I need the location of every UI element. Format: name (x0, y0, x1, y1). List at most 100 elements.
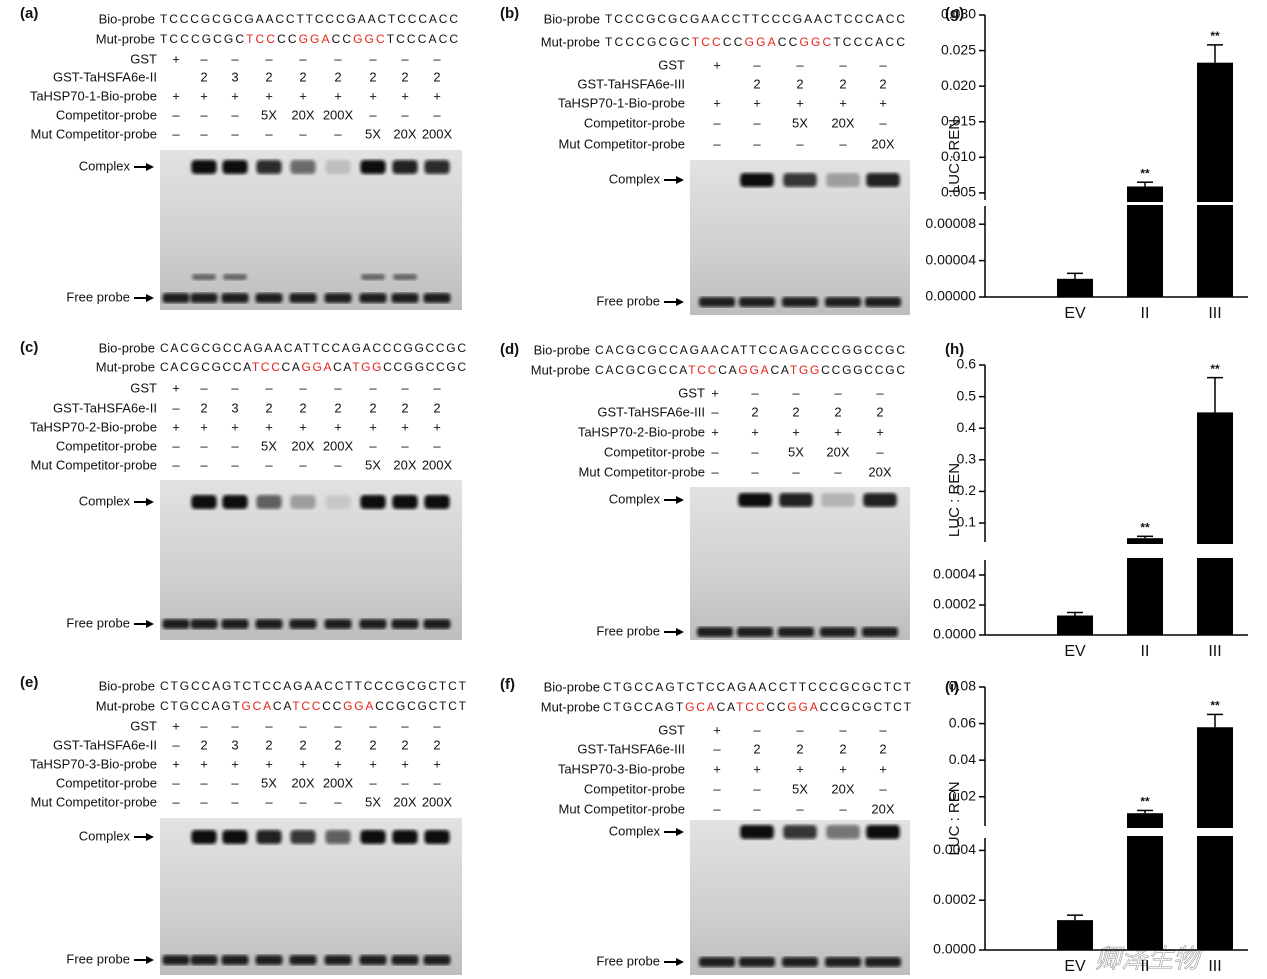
y-tick-label: 0.08 (949, 678, 976, 694)
lane-value: + (200, 419, 208, 434)
free-probe-label: Free probe (66, 615, 130, 630)
lane-value: 2 (401, 69, 408, 84)
faint-band (223, 274, 247, 280)
bar (1057, 920, 1093, 950)
lane-value: – (834, 464, 842, 479)
complex-label: Complex (609, 171, 661, 186)
complex-band (222, 160, 248, 174)
probe-sequence: CTGCCAGTCTCCAGAACCTTCCCGCGCTCT (603, 680, 912, 694)
row-label: GST-TaHSFA6e-III (577, 741, 685, 756)
probe-sequence: TCCCGCGCGAACCTTCCCGAACTCCCACC (605, 12, 905, 26)
lane-value: – (200, 126, 208, 141)
lane-value: – (334, 380, 342, 395)
lane-value: 200X (323, 775, 354, 790)
lane-value: + (839, 95, 847, 110)
lane-value: – (433, 438, 441, 453)
lane-value: – (265, 457, 273, 472)
y-tick-label: 0.06 (949, 714, 976, 730)
lane-value: 2 (433, 400, 440, 415)
lane-value: + (172, 51, 180, 66)
lane-value: 2 (369, 69, 376, 84)
sequence-segment: TCCCACC (833, 35, 905, 49)
lane-value: – (200, 457, 208, 472)
lane-value: – (713, 136, 721, 151)
x-tick-label: EV (1064, 305, 1086, 322)
x-tick-label: III (1208, 643, 1221, 660)
free-probe-band (289, 955, 317, 965)
lane-value: + (711, 385, 719, 400)
y-tick-label: 0.2 (957, 482, 977, 498)
lane-value: – (172, 794, 180, 809)
lane-value: – (369, 438, 377, 453)
lane-value: – (172, 400, 180, 415)
y-tick-label: 0.025 (941, 41, 976, 57)
free-probe-band (324, 619, 352, 629)
probe-sequence: CACGCGCCAGAACATTCCAGACCCGGCCGC (595, 343, 905, 357)
lane-value: 200X (422, 457, 453, 472)
sequence-segment: TCC (688, 363, 717, 377)
free-probe-band (423, 293, 451, 303)
lane-value: – (299, 51, 307, 66)
probe-label: Mut-probe (96, 359, 155, 374)
probe-label: Bio-probe (544, 679, 600, 694)
lane-value: – (265, 380, 273, 395)
faint-band (393, 274, 417, 280)
lane-value: – (713, 781, 721, 796)
sequence-segment: CCGGCCGC (383, 360, 466, 374)
row-label: GST-TaHSFA6e-III (577, 76, 685, 91)
lane-value: – (369, 51, 377, 66)
sequence-segment: CCGCGCTCT (820, 700, 912, 714)
lane-value: – (172, 737, 180, 752)
lane-value: 5X (261, 107, 277, 122)
sequence-segment: CA (770, 363, 788, 377)
lane-value: + (713, 761, 721, 776)
free-probe-band (324, 293, 352, 303)
sequence-segment: CA (717, 700, 736, 714)
lane-value: – (369, 107, 377, 122)
y-tick-label: 0.00008 (925, 215, 976, 231)
free-probe-band (739, 957, 775, 967)
probe-sequence: CACGCGCCAGAACATTCCAGACCCGGCCGC (160, 341, 466, 355)
lane-value: 5X (261, 775, 277, 790)
complex-band (222, 830, 248, 844)
lane-value: + (879, 95, 887, 110)
x-tick-label: III (1208, 958, 1221, 975)
free-probe-band (825, 297, 861, 307)
probe-sequence: CACGCGCCA TCC CA GGA CA TGG CCGGCCGC (595, 363, 905, 377)
arrow-head (676, 828, 684, 836)
lane-value: 2 (433, 737, 440, 752)
lane-value: – (265, 51, 273, 66)
lane-value: 5X (365, 457, 381, 472)
sequence-segment: CA (273, 699, 291, 713)
sequence-segment: CTGCCAGTCTCCAGAACCTTCCCGCGCTCT (603, 680, 912, 694)
lane-value: 2 (433, 69, 440, 84)
probe-label: Bio-probe (534, 342, 590, 357)
lane-value: + (711, 424, 719, 439)
free-probe-band (359, 619, 387, 629)
free-probe-band (865, 957, 901, 967)
lane-value: – (753, 57, 761, 72)
y-tick-label: 0.015 (941, 112, 976, 128)
complex-band (392, 495, 418, 509)
free-probe-band (359, 955, 387, 965)
row-label: TaHSP70-1-Bio-probe (30, 88, 157, 103)
lane-value: 2 (401, 737, 408, 752)
free-probe-band (778, 627, 814, 637)
faint-band (361, 274, 385, 280)
lane-value: – (876, 385, 884, 400)
sequence-segment: GGA (787, 700, 817, 714)
complex-band (863, 493, 897, 507)
y-tick-label: 0.030 (941, 6, 976, 22)
arrow-head (146, 620, 154, 628)
x-tick-label: III (1208, 305, 1221, 322)
lane-value: + (879, 761, 887, 776)
complex-band (783, 825, 817, 839)
lane-value: – (172, 126, 180, 141)
lane-value: 20X (393, 457, 416, 472)
lane-value: + (200, 88, 208, 103)
sequence-segment: CCGGCCGC (821, 363, 905, 377)
lane-value: – (433, 107, 441, 122)
significance: ** (1210, 362, 1220, 376)
panel-tag: (h) (945, 341, 964, 358)
